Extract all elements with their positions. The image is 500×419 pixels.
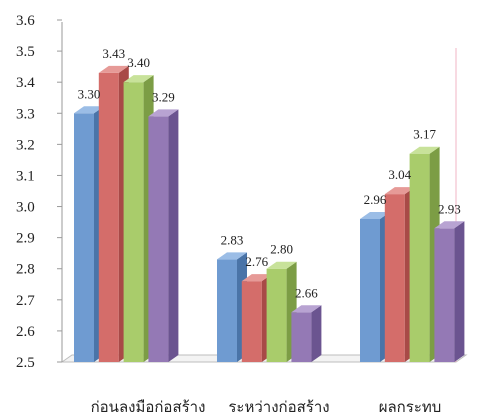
bar-front [360, 218, 380, 362]
y-tick-label: 2.6 [16, 324, 35, 340]
y-tick-label: 2.7 [16, 293, 35, 309]
bar-side [168, 109, 179, 362]
bar [148, 109, 179, 362]
bars-layer [74, 65, 465, 362]
bar-top [98, 65, 129, 73]
category-label: ก่อนลงมือก่อสร้าง [91, 399, 206, 416]
bar [434, 221, 465, 362]
bar-top [241, 274, 272, 282]
bar-top [74, 106, 104, 114]
bar-side [454, 221, 465, 362]
bar-front [434, 228, 455, 362]
y-tick-label: 3.5 [16, 44, 35, 60]
y-tick-label: 3.6 [16, 13, 35, 29]
bar-front [384, 194, 405, 362]
bar [291, 305, 322, 362]
data-label: 3.04 [388, 167, 411, 182]
bar-top [434, 221, 465, 229]
bar-top [384, 187, 415, 195]
bar-front [123, 82, 144, 362]
bar-front [241, 281, 262, 362]
y-axis: 2.5 2.6 2.7 2.8 2.9 3.0 3.1 3.2 3.3 3.4 3.5 3.6 [16, 13, 63, 371]
data-label: 2.83 [221, 232, 244, 247]
data-label: 3.29 [152, 89, 175, 104]
bar-top [266, 261, 297, 269]
data-label: 2.93 [438, 201, 461, 216]
bar-top [409, 146, 440, 154]
bar-front [217, 259, 237, 362]
data-label: 3.30 [78, 86, 101, 101]
bar-top [123, 75, 154, 83]
y-tick-label: 3.4 [16, 75, 35, 91]
bar-side [311, 305, 322, 362]
bar-front [98, 72, 119, 362]
category-label: ผลกระทบ [379, 400, 442, 416]
data-label: 2.80 [270, 242, 293, 257]
bar-front [291, 312, 312, 362]
data-label: 3.43 [102, 46, 125, 61]
bar-top [148, 109, 179, 117]
y-tick-label: 2.5 [16, 355, 35, 371]
bar-front [148, 116, 169, 362]
data-labels-layer: 3.30 3.433.40 3.29 2.832.762.80 2.66 2.963.04… [78, 46, 461, 300]
data-label: 2.66 [295, 285, 318, 300]
category-label: ระหว่างก่อสร้าง [228, 399, 329, 416]
bar-front [409, 153, 430, 362]
y-tick-label: 3.2 [16, 137, 35, 153]
bar-top [360, 211, 390, 219]
y-tick-label: 3.1 [16, 168, 35, 184]
y-tick-label: 3.0 [16, 200, 35, 216]
data-label: 2.96 [364, 192, 387, 207]
data-label: 3.40 [127, 55, 150, 70]
y-tick-label: 3.3 [16, 106, 35, 122]
bar-front [266, 268, 287, 362]
bar-top [291, 305, 322, 313]
category-labels-layer: ก่อนลงมือก่อสร้าง ระหว่างก่อสร้าง ผลกระทบ [91, 399, 442, 416]
bar-front [74, 113, 94, 362]
data-label: 3.17 [413, 127, 436, 142]
y-tick-label: 2.8 [16, 262, 35, 278]
bar-top [217, 252, 247, 260]
y-tick-label: 2.9 [16, 231, 35, 247]
data-label: 2.76 [245, 254, 268, 269]
